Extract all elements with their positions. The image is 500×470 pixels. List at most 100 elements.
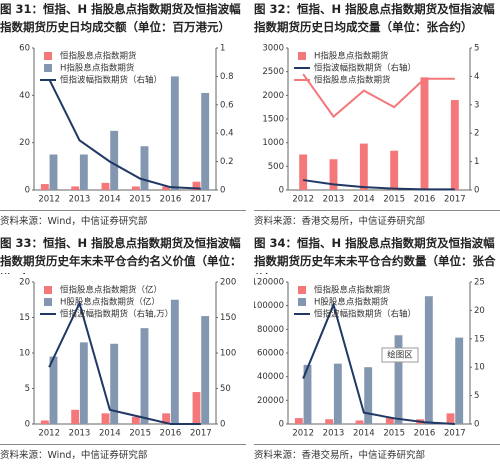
source-note: 资料来源：Wind，中信证券研究部 — [0, 210, 246, 227]
chart: 0 20 40 60 0 0.2 0.4 0.6 0.8 1 2012 2013 2014 2015 201… — [19, 44, 234, 205]
line — [48, 78, 201, 190]
x-tick-label: 2012 — [38, 429, 60, 439]
bar — [325, 419, 334, 424]
y-tick-label: 2000 — [262, 91, 284, 101]
legend-label: 恒指股息点指数期货 — [314, 285, 391, 296]
bar — [355, 420, 364, 424]
source-note: 资料来源：Wind，中信证券研究部 — [0, 444, 246, 461]
x-tick-label: 2015 — [129, 195, 151, 205]
bar — [79, 154, 88, 190]
x-tick-label: 2017 — [190, 195, 212, 205]
x-tick-label: 2017 — [190, 429, 212, 439]
x-tick-label: 2013 — [323, 429, 345, 439]
x-tick-label: 2012 — [292, 429, 314, 439]
y-tick-label: 3000 — [262, 44, 284, 54]
bar — [450, 100, 459, 190]
bar — [424, 296, 433, 424]
x-tick-label: 2014 — [99, 195, 121, 205]
bar — [170, 299, 179, 424]
bar — [110, 130, 119, 190]
y2-tick-label: 15 — [474, 334, 485, 344]
y2-tick-label: 0.2 — [220, 157, 234, 167]
bar — [192, 181, 201, 190]
line — [48, 300, 201, 425]
bar — [299, 154, 308, 190]
y-tick-label: 60000 — [257, 349, 284, 359]
bar — [385, 418, 394, 424]
legend-label: 恒指股息点指数期货 — [314, 75, 391, 86]
bar — [333, 363, 342, 424]
y-tick-label: 120000 — [254, 278, 284, 288]
y-tick-label: 15 — [19, 313, 30, 323]
chart-panel: 图 34：恒指、H 指股息点指数期货及恒指波幅指数期货历史年末未平仓合约数量（单… — [254, 234, 500, 466]
x-tick-label: 2016 — [160, 429, 182, 439]
bar — [49, 356, 58, 424]
legend-label: 恒指波幅指数期货（右轴,万） — [60, 309, 173, 320]
y-tick-label: 20 — [19, 278, 30, 288]
annotation-box — [381, 347, 419, 363]
y2-tick-label: 1 — [474, 157, 479, 167]
chart: 0 500 1000 1500 2000 2500 3000 0 1 2 3 4 5 2012 2013 20… — [262, 44, 479, 205]
chart-panel: 图 33：恒指、H 指股息点指数期货及恒指波幅指数期货历史年末未平仓合约名义价值… — [0, 234, 246, 466]
line — [302, 301, 455, 425]
legend-label: 恒指股息点指数期货 — [60, 51, 137, 62]
bar — [201, 92, 210, 190]
bar — [359, 143, 368, 190]
y2-tick-label: 1 — [220, 44, 225, 54]
y-tick-label: 40000 — [257, 372, 284, 382]
y-tick-label: 500 — [268, 162, 284, 172]
y-tick-label: 0 — [25, 186, 30, 196]
x-tick-label: 2016 — [414, 429, 436, 439]
legend-label: 恒指波幅指数期货（右轴） — [314, 63, 416, 74]
bar — [446, 413, 455, 424]
y-tick-label: 80000 — [257, 325, 284, 335]
bar — [390, 150, 399, 190]
y2-tick-label: 2 — [474, 129, 479, 139]
y2-tick-label: 200 — [220, 278, 236, 288]
y2-tick-label: 3 — [474, 100, 479, 110]
bar — [79, 342, 88, 424]
legend-swatch — [44, 286, 52, 294]
y-tick-label: 100000 — [254, 301, 284, 311]
legend-swatch — [298, 286, 306, 294]
x-tick-label: 2016 — [414, 195, 436, 205]
bar — [131, 416, 140, 424]
bar — [201, 316, 210, 424]
y-tick-label: 40 — [19, 91, 30, 101]
bar — [71, 186, 80, 190]
legend-swatch — [44, 298, 52, 306]
source-note: 资料来源：香港交易所，中信证券研究部 — [254, 210, 500, 227]
y-tick-label: 1500 — [262, 115, 284, 125]
y-tick-label: 5 — [25, 384, 30, 394]
bar — [329, 159, 338, 190]
line — [302, 73, 455, 119]
chart: 0 20000 40000 60000 80000 100000 120000 0 5 10 15 2… — [254, 278, 485, 439]
x-tick-label: 2014 — [99, 429, 121, 439]
legend-swatch — [298, 52, 306, 60]
y-tick-label: 2500 — [262, 67, 284, 77]
bar — [101, 182, 110, 190]
chart-title: 图 32：恒指、H 指股息点指数期货及恒指波幅指数期货历史日均成交量（单位：张合… — [254, 2, 495, 34]
legend-label: H股股息点指数期货（亿） — [60, 297, 160, 308]
y2-tick-label: 0.8 — [220, 72, 234, 82]
legend-label: H股股息点指数期货 — [314, 297, 389, 308]
bar — [192, 392, 201, 424]
y2-tick-label: 20 — [474, 306, 485, 316]
bar — [455, 337, 464, 424]
y2-tick-label: 0 — [474, 186, 479, 196]
chart-panel: 图 31：恒指、H 指股息点指数期货及恒指波幅指数期货历史日均成交额（单位：百万… — [0, 0, 246, 232]
bar — [294, 418, 303, 424]
bar — [140, 146, 149, 190]
y-tick-label: 20 — [19, 138, 30, 148]
y2-tick-label: 0 — [474, 420, 479, 430]
bar — [364, 367, 373, 424]
y-tick-label: 0 — [25, 420, 30, 430]
legend-label: H指股息点指数期货 — [314, 51, 389, 62]
y2-tick-label: 0.6 — [220, 100, 234, 110]
line — [303, 179, 455, 191]
legend-swatch — [44, 52, 52, 60]
source-note: 资料来源：香港交易所，中信证券研究部 — [254, 444, 500, 461]
chart-title: 图 31：恒指、H 指股息点指数期货及恒指波幅指数期货历史日均成交额（单位：百万… — [0, 2, 241, 34]
bar — [101, 413, 110, 424]
